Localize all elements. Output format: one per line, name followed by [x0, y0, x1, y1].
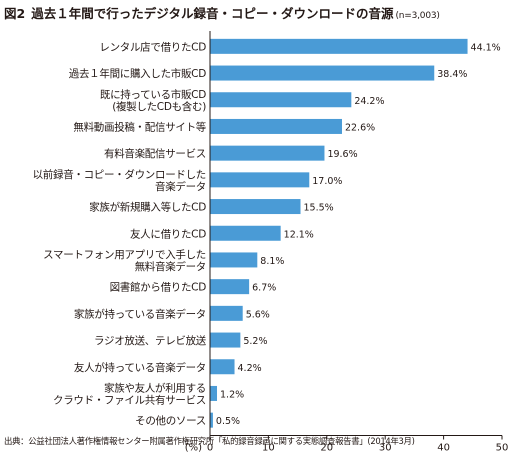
category-label: 家族が新規購入等したCD	[89, 201, 206, 214]
bar	[210, 305, 243, 321]
data-label: 5.2%	[243, 336, 267, 347]
category-label: 無料音楽データ	[135, 260, 206, 273]
category-label: 家族が持っている音楽データ	[74, 307, 206, 320]
source-note: 出典：公益社団法人著作権情報センター附属著作権研究所「私的録音録画に関する実態調…	[4, 436, 415, 446]
chart-title: 過去１年間で行ったデジタル録音・コピー・ダウンロードの音源	[31, 6, 394, 21]
data-label: 5.6%	[246, 309, 270, 320]
bar	[210, 145, 325, 161]
data-label: 12.1%	[284, 229, 314, 240]
category-label: 友人が持っている音楽データ	[74, 361, 206, 374]
category-label: 友人に借りたCD	[130, 227, 206, 240]
figure-label: 図2	[4, 6, 26, 21]
category-label: 音楽データ	[155, 180, 206, 193]
x-tick-label: 10	[262, 443, 275, 452]
data-label: 15.5%	[304, 203, 334, 214]
sample-size-note: (n=3,003)	[395, 11, 440, 21]
x-tick-label: 50	[496, 443, 509, 452]
bar	[210, 65, 435, 81]
x-tick-label: 40	[437, 443, 450, 452]
bar	[210, 279, 250, 295]
bar	[210, 38, 468, 54]
data-label: 0.5%	[216, 416, 240, 427]
bar	[210, 118, 342, 134]
bar	[210, 385, 218, 401]
bar	[210, 199, 301, 215]
category-label: レンタル店で借りたCD	[99, 40, 206, 53]
data-label: 6.7%	[252, 283, 276, 294]
bar	[210, 92, 352, 108]
data-label: 19.6%	[327, 149, 357, 160]
x-axis-unit: (%)	[185, 443, 202, 452]
category-label: ラジオ放送、テレビ放送	[94, 334, 207, 347]
x-tick-label: 20	[320, 443, 333, 452]
data-label: 1.2%	[220, 389, 244, 400]
category-label: 以前録音・コピー・ダウンロードした	[33, 168, 206, 181]
bar	[210, 359, 235, 375]
category-label: クラウド・ファイル共有サービス	[53, 393, 206, 406]
data-label: 24.2%	[354, 96, 384, 107]
category-label: その他のソース	[135, 414, 206, 427]
data-label: 17.0%	[312, 176, 342, 187]
data-label: 44.1%	[471, 42, 501, 53]
chart-title-row: 図2 過去１年間で行ったデジタル録音・コピー・ダウンロードの音源 (n=3,003)	[4, 3, 440, 22]
category-label: (複製したCDも含む)	[112, 100, 206, 113]
bar	[210, 412, 213, 428]
category-label: 過去１年間に購入した市販CD	[69, 67, 206, 80]
x-tick-label: 0	[207, 443, 213, 452]
category-label: 家族や友人が利用する	[104, 381, 206, 394]
bar	[210, 172, 310, 188]
data-label: 8.1%	[260, 256, 284, 267]
data-label: 4.2%	[238, 363, 262, 374]
category-label: 既に持っている市販CD	[100, 88, 206, 101]
x-tick-label: 30	[379, 443, 392, 452]
data-label: 22.6%	[345, 122, 375, 133]
bar	[210, 225, 281, 241]
category-label: 図書館から借りたCD	[110, 281, 207, 294]
category-label: 有料音楽配信サービス	[104, 147, 206, 160]
category-label: 無料動画投稿・配信サイト等	[73, 120, 206, 133]
category-label: スマートフォン用アプリで入手した	[43, 248, 206, 261]
data-label: 38.4%	[437, 69, 467, 80]
bar	[210, 332, 241, 348]
bar	[210, 252, 258, 268]
